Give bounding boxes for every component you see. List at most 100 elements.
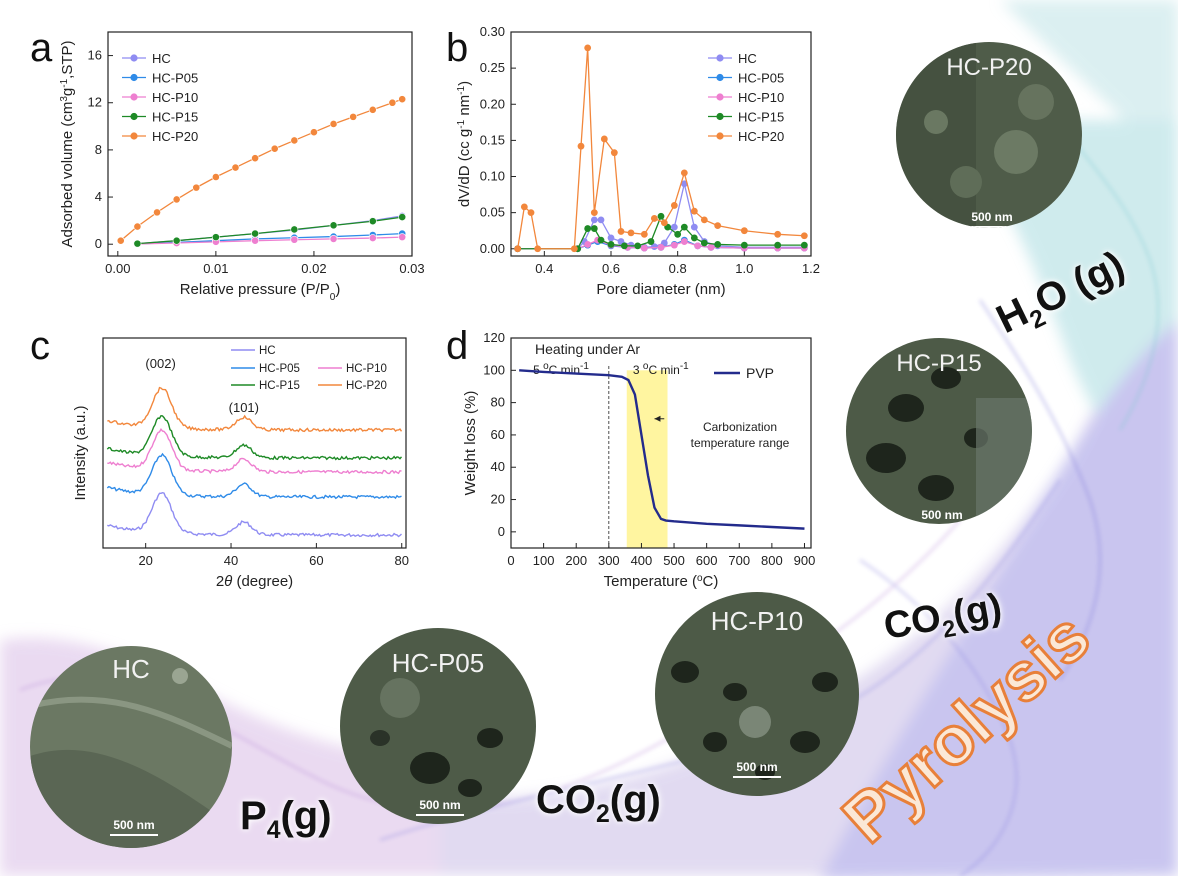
chart-d-arrowhead: [654, 415, 661, 422]
chart-b-xtick-label: 0.6: [602, 261, 620, 276]
chart-b-point-hc-p15: [607, 241, 615, 248]
chart-a-xlabel: Relative pressure (P/P0): [180, 281, 341, 303]
chart-b-point-hc-p20: [670, 202, 678, 209]
chart-a-point-hc-p20: [310, 128, 318, 137]
chart-a-legend-label: HC-P10: [152, 90, 198, 105]
scale-bar-line: [968, 226, 1016, 228]
chart-b-point-hc-p20: [584, 44, 592, 52]
chart-b-point-hc-p15: [740, 241, 748, 249]
chart-b-ytick-label: 0.05: [480, 205, 505, 220]
chart-a-point-hc-p15: [329, 221, 338, 230]
chart-d-band: [626, 370, 668, 548]
chart-d-annotation: Carbonization: [703, 420, 777, 434]
chart-a-legend-label: HC-P05: [152, 71, 198, 86]
chart-d-xtick-label: 300: [598, 553, 620, 568]
chart-a-ytick-label: 8: [95, 142, 102, 157]
chart-b-xtick-label: 1.2: [802, 261, 820, 276]
gas-subscript: 2: [596, 801, 610, 828]
chart-b-point-hc: [690, 223, 698, 231]
chart-a-legend-label: HC-P20: [152, 129, 198, 144]
chart-c-trace-hc-p05: [106, 452, 402, 500]
scale-bar: 500 nm: [962, 210, 1022, 228]
chart-a-point-hc-p20: [290, 136, 299, 145]
chart-a-point-hc-p20: [172, 195, 181, 204]
chart-b-point-hc-p20: [534, 245, 542, 253]
chart-c-xtick-label: 60: [309, 553, 323, 568]
chart-b-point-hc-p15: [657, 212, 665, 220]
chart-b-legend-marker: [716, 132, 724, 140]
chart-d-xtick-label: 100: [533, 553, 555, 568]
chart-d-xtick-label: 200: [565, 553, 587, 568]
chart-d-xtick-label: 500: [663, 553, 685, 568]
chart-a-line-hc-p15: [137, 216, 403, 245]
chart-a-point-hc-p10: [251, 236, 259, 245]
chart-c-trace-hc-p20: [107, 386, 403, 433]
chart-c-ylabel: Intensity (a.u.): [72, 405, 89, 500]
chart-b-point-hc-p20: [650, 215, 658, 222]
chart-d-title: Heating under Ar: [535, 341, 640, 357]
chart-a-ytick-label: 0: [95, 236, 102, 251]
panel-label-a: a: [30, 26, 53, 70]
chart-a-frame: [107, 31, 413, 257]
chart-b-ytick-label: 0.00: [480, 241, 505, 256]
panel-label-b: b: [446, 26, 469, 70]
chart-a-xtick-label: 0.00: [105, 261, 130, 276]
chart-c-frame: [102, 337, 407, 549]
chart-d-ytick-label: 0: [498, 524, 505, 539]
panel-label-c: c: [30, 324, 50, 368]
scale-bar-line: [733, 776, 781, 778]
chart-b-point-hc-p20: [690, 207, 698, 215]
chart-b-point-hc-p20: [570, 245, 578, 253]
chart-b-point-hc-p20: [660, 219, 668, 227]
chart-d-xtick-label: 900: [794, 553, 816, 568]
gas-text: CO: [536, 778, 596, 822]
chart-b-point-hc-p20: [800, 232, 808, 240]
chart-b-legend-label: HC-P10: [738, 90, 784, 105]
chart-a-point-hc-p20: [329, 120, 338, 128]
chart-b-point-hc-p20: [577, 142, 585, 150]
chart-c-xlabel: 2θ (degree): [216, 573, 293, 590]
chart-a-point-hc-p20: [116, 236, 125, 245]
chart-d-ytick-label: 120: [483, 330, 505, 345]
gas-text: (g): [280, 794, 332, 838]
chart-b-point-hc-p20: [714, 222, 722, 230]
chart-a-point-hc-p20: [192, 183, 201, 192]
chart-b-point-hc: [597, 216, 605, 224]
chart-b-point-hc-p10: [694, 242, 702, 250]
chart-b-point-hc-p20: [610, 149, 618, 157]
chart-a-xtick-label: 0.02: [301, 261, 326, 276]
chart-c-legend-label: HC: [259, 345, 276, 357]
chart-d-xtick-label: 700: [728, 553, 750, 568]
chart-b-point-hc-p20: [740, 227, 748, 235]
chart-a-point-hc-p20: [153, 208, 161, 217]
chart-a-point-hc-p20: [251, 154, 259, 163]
chart-d-xtick-label: 0: [507, 553, 514, 568]
chart-d-xtick-label: 800: [761, 553, 783, 568]
chart-a-line-hc-p20: [120, 98, 403, 242]
chart-b-xlabel: Pore diameter (nm): [596, 281, 725, 298]
chart-c-legend-label: HC-P20: [346, 380, 387, 392]
scale-bar: 500 nm: [104, 818, 164, 836]
chart-a-legend-marker: [130, 132, 138, 140]
chart-a-xtick-label: 0.03: [399, 261, 424, 276]
chart-d-xtick-label: 600: [696, 553, 718, 568]
chart-a-legend-label: HC: [152, 51, 171, 66]
chart-d-ytick-label: 80: [491, 395, 505, 410]
chart-c-xtick-label: 20: [138, 553, 152, 568]
chart-d-ytick-label: 20: [491, 492, 505, 507]
chart-b-frame: [510, 31, 812, 257]
chart-b-ytick-label: 0.30: [480, 24, 505, 39]
chart-c-legend-label: HC-P10: [346, 363, 387, 375]
chart-b-xtick-label: 0.4: [535, 261, 553, 276]
sem-texture: [30, 646, 232, 848]
scale-bar-text: 500 nm: [113, 818, 155, 832]
chart-b-point-hc-p10: [584, 241, 592, 248]
chart-a-point-hc-p10: [329, 235, 338, 243]
chart-b-legend-label: HC-P20: [738, 129, 784, 144]
chart-b-legend-marker: [716, 93, 724, 101]
gas-text: P: [240, 794, 267, 838]
chart-b-point-hc-p20: [520, 203, 528, 211]
chart-a-point-hc-p15: [133, 239, 142, 248]
chart-a-ytick-label: 16: [88, 48, 102, 63]
chart-d-ytick-label: 100: [483, 362, 505, 377]
